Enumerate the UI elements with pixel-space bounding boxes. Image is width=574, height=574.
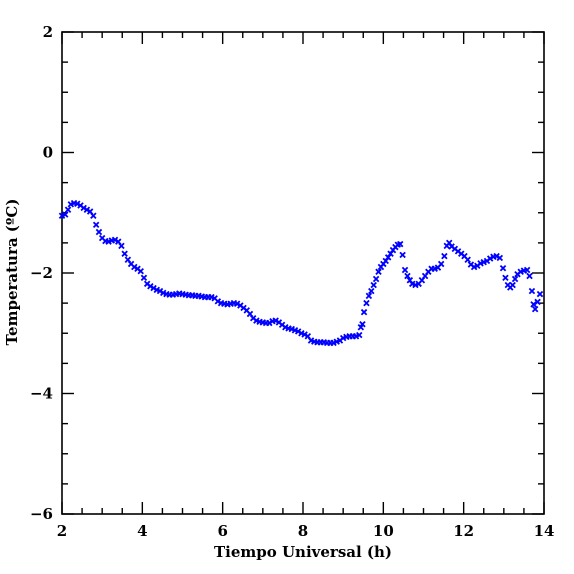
- data-point: [156, 287, 164, 295]
- data-point: [363, 299, 370, 307]
- data-point: [534, 298, 541, 306]
- data-point: [511, 275, 519, 283]
- data-point: [359, 320, 366, 328]
- data-point: [528, 287, 536, 295]
- plot-frame: [61, 31, 545, 515]
- x-tick-label: 2: [57, 522, 67, 540]
- data-point: [90, 212, 97, 219]
- data-point: [372, 275, 380, 283]
- axis-ticks: [61, 31, 545, 515]
- x-tick-label: 12: [453, 522, 474, 540]
- x-tick-label: 6: [217, 522, 227, 540]
- data-point: [272, 317, 279, 324]
- data-point: [531, 305, 539, 313]
- data-point: [401, 266, 409, 274]
- x-tick-label: 8: [298, 522, 308, 540]
- data-point: [137, 267, 144, 275]
- data-point: [404, 272, 411, 280]
- data-point: [355, 331, 363, 339]
- data-point: [80, 204, 87, 212]
- data-point: [301, 331, 308, 338]
- data-point: [83, 206, 91, 213]
- data-point: [486, 255, 494, 262]
- data-point: [64, 206, 72, 213]
- data-point: [233, 300, 241, 307]
- data-point: [375, 268, 382, 276]
- data-point: [111, 236, 119, 244]
- data-point: [523, 266, 531, 274]
- data-point: [496, 254, 504, 262]
- data-point: [526, 272, 533, 280]
- data-point: [294, 328, 302, 335]
- tick-labels: 2 4 6 8 10 12 14 2 0 −2 −4 −6: [30, 23, 554, 540]
- data-point: [214, 298, 222, 305]
- data-point: [131, 263, 138, 271]
- data-point: [147, 283, 154, 290]
- data-point: [365, 292, 373, 300]
- data-point: [441, 252, 448, 260]
- data-point: [509, 281, 516, 289]
- x-tick-label: 10: [373, 522, 394, 540]
- data-point: [360, 308, 368, 316]
- data-point: [396, 240, 404, 248]
- y-tick-label: −2: [30, 264, 53, 282]
- data-point: [464, 256, 471, 263]
- data-point: [150, 284, 157, 292]
- data-point: [140, 274, 148, 282]
- data-point: [92, 221, 100, 229]
- y-tick-label: −6: [30, 505, 53, 523]
- data-point: [536, 290, 544, 298]
- data-point: [368, 287, 375, 295]
- data-point: [399, 251, 406, 259]
- data-point: [95, 228, 103, 236]
- x-tick-label: 4: [137, 522, 147, 540]
- data-point: [121, 250, 128, 257]
- y-tick-label: 2: [43, 23, 53, 41]
- data-point: [61, 211, 69, 218]
- data-point: [437, 260, 445, 268]
- data-point: [493, 252, 500, 260]
- y-tick-label: −4: [30, 385, 53, 403]
- x-axis-label: Tiempo Universal (h): [214, 543, 392, 561]
- data-point: [370, 281, 377, 289]
- y-tick-label: 0: [43, 144, 53, 162]
- data-point: [530, 301, 537, 308]
- data-point: [499, 264, 507, 272]
- data-point: [118, 242, 125, 250]
- y-axis-label: Temperatura (ºC): [3, 199, 21, 346]
- data-points: [58, 199, 544, 347]
- data-point: [266, 319, 273, 327]
- data-point: [74, 200, 81, 207]
- x-tick-label: 14: [534, 522, 555, 540]
- data-point: [502, 274, 509, 282]
